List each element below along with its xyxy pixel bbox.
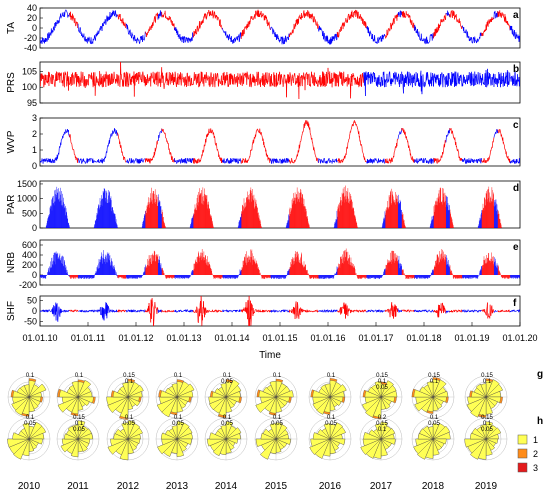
y-tick-label: 2: [32, 129, 37, 139]
series-marks: [40, 120, 520, 164]
y-tick-label: 1500: [17, 179, 37, 189]
y-tick-label: 40: [27, 3, 37, 13]
y-axis-label: WVP: [6, 130, 17, 153]
panel-frame: [39, 180, 521, 229]
y-tick-label: -20: [24, 33, 37, 43]
y-tick-label: -40: [24, 43, 37, 53]
panel-letter: a: [513, 10, 519, 21]
y-tick-label: 3: [32, 113, 37, 123]
y-axis-label: PAR: [6, 195, 17, 215]
y-axis-label: TA: [6, 22, 17, 34]
y-tick-label: 105: [22, 66, 37, 76]
y-tick-label: 100: [22, 82, 37, 92]
y-tick-label: 500: [22, 208, 37, 218]
y-tick-label: 0: [32, 223, 37, 233]
y-tick-label: 95: [27, 98, 37, 108]
y-axis-label: PRS: [6, 72, 17, 93]
series-marks: [40, 62, 520, 100]
series-marks: [40, 9, 520, 45]
panel-wvp: 0 1 2 3 WVP c: [6, 113, 521, 171]
panel-letter: c: [513, 120, 519, 131]
y-tick-label: 1000: [17, 194, 37, 204]
time-series-panels: -40-2002040TAa95100105PRSb0123WVPc050010…: [6, 3, 521, 327]
y-tick-label: 0: [32, 23, 37, 33]
panel-frame: [39, 117, 521, 167]
panel-letter: b: [513, 64, 519, 75]
panel-prs: 95 100 105 PRS b: [6, 61, 521, 108]
y-tick-label: 0: [32, 161, 37, 171]
series-marks: [45, 185, 502, 228]
y-tick-label: 20: [27, 13, 37, 23]
panel-letter: d: [513, 183, 519, 194]
y-tick-label: 1: [32, 145, 37, 155]
